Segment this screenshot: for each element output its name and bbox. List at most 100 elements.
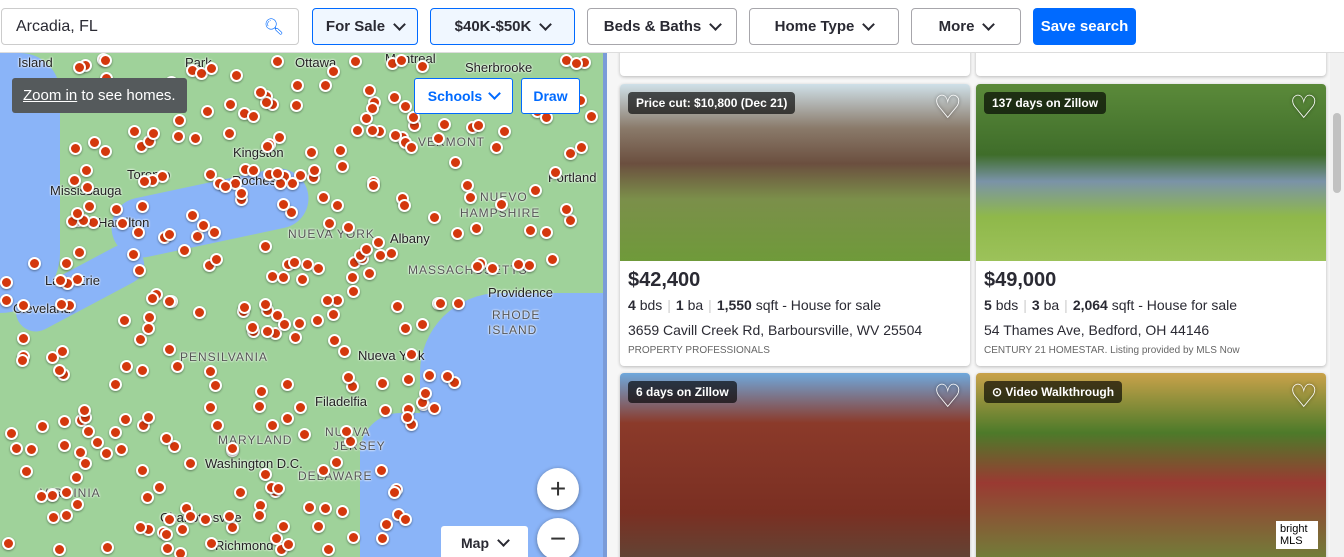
map-marker[interactable] [118, 413, 132, 427]
map-marker[interactable] [225, 442, 239, 456]
map-marker[interactable] [497, 125, 511, 139]
map-marker[interactable] [569, 56, 583, 70]
heart-icon[interactable]: ♡ [933, 378, 962, 414]
map-marker[interactable] [109, 203, 123, 217]
map-marker[interactable] [297, 428, 311, 442]
map-marker[interactable] [17, 298, 31, 312]
map-marker[interactable] [387, 90, 401, 104]
map-marker[interactable] [371, 236, 385, 250]
map-marker[interactable] [311, 519, 325, 533]
map-marker[interactable] [471, 260, 485, 274]
map-marker[interactable] [199, 513, 213, 527]
map-marker[interactable] [131, 226, 145, 240]
map-marker[interactable] [489, 141, 503, 155]
map-marker[interactable] [374, 463, 388, 477]
map-marker[interactable] [200, 104, 214, 118]
map-marker[interactable] [60, 508, 74, 522]
map-marker[interactable] [70, 206, 84, 220]
heart-icon[interactable]: ♡ [933, 89, 962, 125]
map-marker[interactable] [560, 203, 574, 217]
map-marker[interactable] [365, 123, 379, 137]
listing-photo[interactable]: ⊙ Video Walkthrough ♡ bright MLS [976, 373, 1326, 557]
map-marker[interactable] [336, 505, 350, 519]
map-marker[interactable] [247, 109, 261, 123]
map-marker[interactable] [575, 140, 589, 154]
map-marker[interactable] [339, 425, 353, 439]
map-marker[interactable] [196, 219, 210, 233]
map-marker[interactable] [253, 508, 267, 522]
map-marker[interactable] [348, 54, 362, 68]
map-marker[interactable] [347, 530, 361, 544]
map-marker[interactable] [161, 542, 175, 556]
map-marker[interactable] [271, 481, 285, 495]
home-type-filter[interactable]: Home Type [749, 8, 899, 45]
map-marker[interactable] [375, 531, 389, 545]
map-marker[interactable] [255, 384, 269, 398]
map-marker[interactable] [2, 537, 16, 551]
map-marker[interactable] [399, 513, 413, 527]
map-marker[interactable] [78, 457, 92, 471]
map-marker[interactable] [177, 244, 191, 258]
listing-card[interactable]: ⊙ Video Walkthrough ♡ bright MLS [976, 373, 1326, 557]
map-marker[interactable] [387, 485, 401, 499]
map-marker[interactable] [440, 369, 454, 383]
map-marker[interactable] [223, 126, 237, 140]
map-marker[interactable] [471, 119, 485, 133]
map-marker[interactable] [140, 490, 154, 504]
map-marker[interactable] [204, 536, 218, 550]
map-marker[interactable] [450, 226, 464, 240]
map-marker[interactable] [114, 443, 128, 457]
listing-card[interactable]: Price cut: $10,800 (Dec 21) ♡ $42,400 4 … [620, 84, 970, 366]
map-marker[interactable] [55, 344, 69, 358]
listing-photo[interactable]: 6 days on Zillow ♡ [620, 373, 970, 557]
listing-card-partial[interactable] [620, 53, 970, 76]
map-marker[interactable] [401, 410, 415, 424]
listing-card[interactable]: 137 days on Zillow ♡ $49,000 5 bds | 3 ba |… [976, 84, 1326, 366]
map-marker[interactable] [334, 143, 348, 157]
map-marker[interactable] [307, 163, 321, 177]
map-marker[interactable] [183, 509, 197, 523]
map-marker[interactable] [415, 318, 429, 332]
map-marker[interactable] [584, 109, 598, 123]
map-marker[interactable] [273, 130, 287, 144]
map[interactable]: Island Park Ottawa Montreal Sherbrooke Kingst… [0, 53, 603, 557]
map-marker[interactable] [135, 199, 149, 213]
map-marker[interactable] [545, 252, 559, 266]
search-input[interactable]: Arcadia, FL 🔍︎ [1, 8, 299, 45]
map-marker[interactable] [328, 333, 342, 347]
map-marker[interactable] [293, 316, 307, 330]
map-marker[interactable] [363, 84, 377, 98]
map-marker[interactable] [260, 95, 274, 109]
map-marker[interactable] [247, 164, 261, 178]
map-marker[interactable] [452, 297, 466, 311]
map-marker[interactable] [209, 378, 223, 392]
map-marker[interactable] [284, 205, 298, 219]
map-marker[interactable] [108, 426, 122, 440]
listing-address[interactable]: 54 Thames Ave, Bedford, OH 44146 [984, 322, 1210, 338]
map-marker[interactable] [280, 411, 294, 425]
map-marker[interactable] [53, 274, 67, 288]
map-marker[interactable] [81, 180, 95, 194]
map-marker[interactable] [133, 332, 147, 346]
map-marker[interactable] [397, 199, 411, 213]
map-marker[interactable] [100, 447, 114, 460]
map-marker[interactable] [342, 221, 356, 235]
map-marker[interactable] [300, 257, 314, 271]
map-marker[interactable] [563, 146, 577, 160]
scrollbar[interactable] [1330, 53, 1344, 557]
map-marker[interactable] [127, 125, 141, 139]
map-marker[interactable] [405, 140, 419, 154]
map-marker[interactable] [98, 145, 112, 159]
map-marker[interactable] [261, 324, 275, 338]
map-marker[interactable] [289, 330, 303, 344]
map-marker[interactable] [120, 360, 134, 374]
map-marker[interactable] [270, 166, 284, 180]
map-marker[interactable] [224, 97, 238, 111]
map-marker[interactable] [82, 200, 96, 214]
map-marker[interactable] [82, 425, 96, 439]
map-marker[interactable] [311, 313, 325, 327]
map-marker[interactable] [108, 378, 122, 392]
draw-button[interactable]: Draw [521, 78, 580, 114]
map-marker[interactable] [59, 485, 73, 499]
map-marker[interactable] [170, 359, 184, 373]
